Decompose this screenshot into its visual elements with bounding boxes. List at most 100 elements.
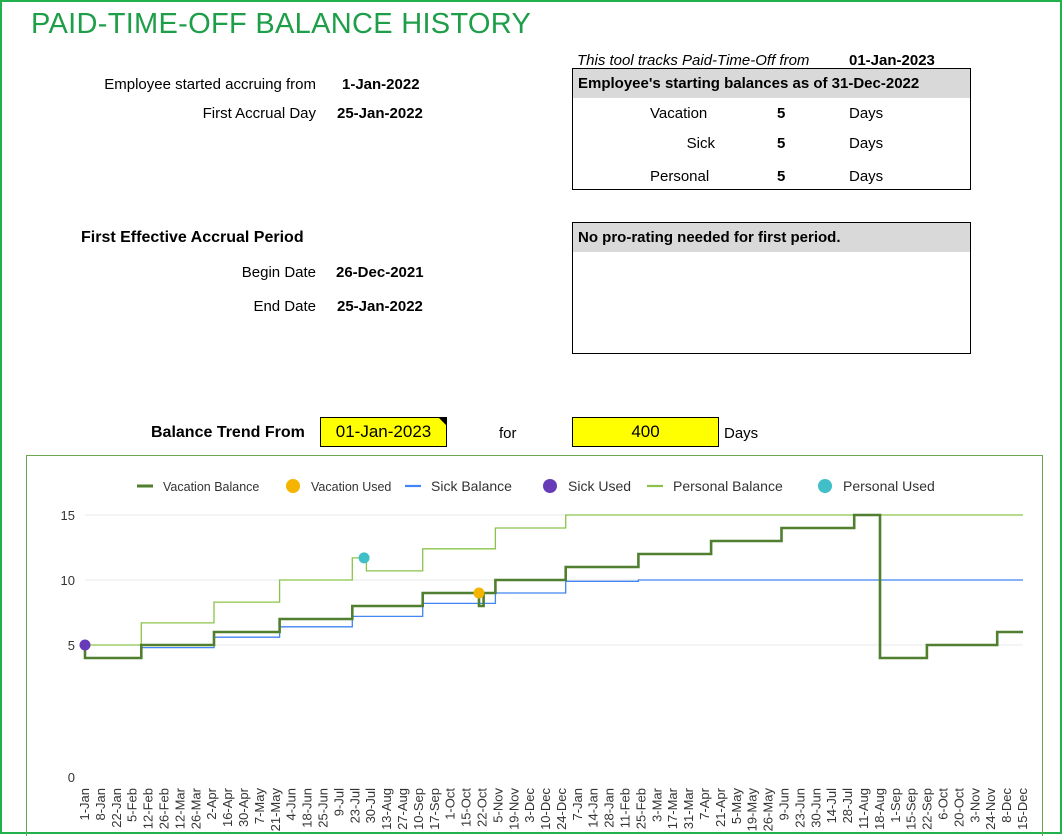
balance-chart: 0 5 10 15 1-Jan 8-Jan 22-Jan 5-Feb 12-Feb 26-Feb 1…: [26, 455, 1043, 836]
page-title: PAID-TIME-OFF BALANCE HISTORY: [31, 8, 532, 40]
begin-label: Begin Date: [241, 264, 316, 281]
x-tick-label: 9-Jul: [331, 788, 346, 816]
for-label: for: [499, 425, 517, 442]
x-tick-label: 17-Mar: [665, 787, 680, 829]
starting-balances-box: Employee's starting balances as of 31-De…: [572, 68, 971, 190]
accrue-label: Employee started accruing from: [104, 76, 316, 93]
x-tick-label: 21-Apr: [713, 787, 728, 827]
balance-unit-sick: Days: [849, 135, 884, 152]
x-tick-label: 10-Dec: [538, 788, 553, 830]
x-tick-label: 1-Jan: [77, 788, 92, 821]
x-tick-label: 15-Sep: [904, 788, 919, 830]
x-tick-label: 16-Apr: [220, 787, 235, 827]
balance-name-personal: Personal: [650, 168, 710, 185]
x-tick-label: 31-Mar: [681, 787, 696, 829]
balance-value-sick[interactable]: 5: [777, 135, 786, 152]
x-tick-label: 25-Feb: [633, 788, 648, 829]
balance-unit-personal: Days: [849, 168, 884, 185]
y-tick-label: 5: [68, 638, 75, 653]
x-tick-label: 15-Dec: [1015, 788, 1030, 830]
personal-used-legend-label: Personal Used: [843, 478, 935, 494]
personal-used-legend-swatch: [818, 479, 832, 493]
vacation-used-legend-label: Vacation Used: [311, 480, 391, 494]
x-tick-label: 12-Feb: [141, 788, 156, 829]
x-tick-label: 5-Nov: [490, 788, 505, 823]
x-tick-label: 18-Aug: [872, 788, 887, 830]
x-tick-label: 22-Sep: [920, 788, 935, 830]
x-tick-label: 14-Jan: [586, 788, 601, 828]
accrue-value[interactable]: 1-Jan-2022: [342, 76, 420, 93]
x-tick-label: 13-Aug: [379, 788, 394, 830]
trend-days-value: 400: [631, 422, 660, 441]
y-tick-label: 15: [61, 508, 75, 523]
begin-value[interactable]: 26-Dec-2021: [336, 264, 424, 281]
balance-name-sick: Sick: [686, 135, 715, 152]
personal-used-point: [358, 552, 370, 564]
end-label: End Date: [253, 298, 316, 315]
balance-name-vacation: Vacation: [650, 105, 708, 122]
vacation-used-legend-swatch: [286, 479, 300, 493]
vacation-balance-legend-label: Vacation Balance: [163, 480, 259, 494]
x-tick-label: 23-Jun: [792, 788, 807, 828]
sick-used-legend-swatch: [543, 479, 557, 493]
x-tick-label: 3-Dec: [522, 788, 537, 823]
x-tick-label: 8-Dec: [999, 788, 1014, 823]
x-tick-label: 1-Sep: [888, 788, 903, 823]
x-tick-label: 18-Jun: [300, 788, 315, 828]
first-accrual-value[interactable]: 25-Jan-2022: [337, 105, 423, 122]
x-tick-label: 7-May: [252, 788, 267, 825]
x-tick-label: 24-Nov: [983, 788, 998, 830]
x-tick-label: 24-Dec: [554, 788, 569, 830]
x-tick-label: 12-Mar: [172, 787, 187, 829]
x-tick-label: 28-Jan: [602, 788, 617, 828]
x-tick-label: 23-Jul: [347, 788, 362, 824]
x-tick-label: 21-May: [268, 788, 283, 832]
x-tick-label: 7-Apr: [697, 787, 712, 819]
cell-comment-marker: [439, 418, 446, 425]
x-tick-label: 6-Oct: [936, 788, 951, 820]
x-tick-label: 25-Jun: [315, 788, 330, 828]
balance-value-personal[interactable]: 5: [777, 168, 786, 185]
trend-from-input[interactable]: 01-Jan-2023: [320, 417, 447, 447]
x-tick-label: 4-Jun: [284, 788, 299, 821]
x-tick-label: 11-Aug: [856, 788, 871, 829]
y-tick-label: 0: [68, 770, 75, 785]
y-tick-label: 10: [61, 573, 75, 588]
x-tick-label: 15-Oct: [459, 788, 474, 827]
x-tick-label: 27-Aug: [395, 788, 410, 830]
x-tick-label: 5-May: [729, 788, 744, 825]
vacation-balance-line: [83, 513, 1023, 660]
x-tick-label: 3-Nov: [967, 788, 982, 823]
x-tick-label: 20-Oct: [951, 788, 966, 827]
x-tick-label: 9-Jun: [777, 788, 792, 821]
x-tick-label: 2-Apr: [204, 787, 219, 819]
x-tick-label: 7-Jan: [570, 788, 585, 821]
sick-balance-line: [84, 579, 1023, 659]
sick-balance-legend-label: Sick Balance: [431, 478, 512, 494]
sick-used-legend-label: Sick Used: [568, 478, 631, 494]
x-tick-label: 22-Oct: [474, 788, 489, 827]
prorate-box: No pro-rating needed for first period.: [572, 222, 971, 354]
x-tick-label: 11-Feb: [618, 788, 633, 828]
x-tick-label: 14-Jul: [824, 788, 839, 824]
x-tick-label: 30-Jul: [363, 788, 378, 824]
tracks-label: This tool tracks Paid-Time-Off from: [577, 52, 810, 69]
x-tick-label: 26-May: [761, 788, 776, 832]
trend-days-input[interactable]: 400: [572, 417, 719, 447]
end-value[interactable]: 25-Jan-2022: [337, 298, 423, 315]
starting-balances-header: Employee's starting balances as of 31-De…: [573, 69, 970, 98]
x-tick-label: 10-Sep: [411, 788, 426, 830]
x-tick-label: 26-Mar: [188, 787, 203, 829]
x-tick-label: 19-Nov: [506, 788, 521, 830]
first-accrual-label: First Accrual Day: [202, 105, 316, 122]
x-tick-label: 30-Apr: [236, 787, 251, 827]
x-tick-label: 19-May: [745, 788, 760, 832]
tracks-value[interactable]: 01-Jan-2023: [849, 52, 935, 69]
trend-label: Balance Trend From: [151, 424, 305, 441]
balance-value-vacation[interactable]: 5: [777, 105, 786, 122]
sick-used-point: [79, 639, 91, 651]
days-label: Days: [724, 425, 759, 442]
x-tick-label: 1-Oct: [443, 788, 458, 820]
